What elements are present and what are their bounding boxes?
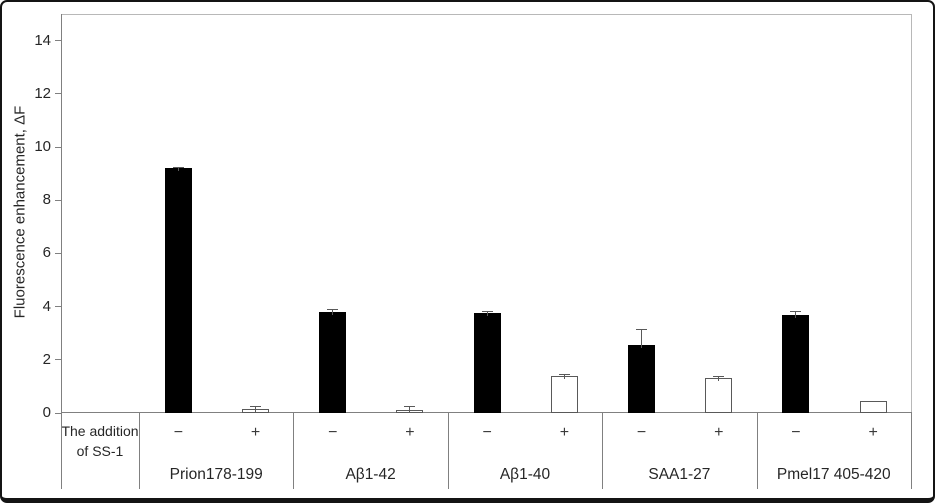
bar-Prion178-199-− (164, 168, 192, 413)
condition-label-Aβ1-42: − (328, 424, 338, 441)
condition-label-Prion178-199: − (173, 424, 184, 441)
error-bar-line (409, 405, 411, 414)
error-bar-cap (250, 406, 262, 408)
condition-label-Pmel17 405-420: + (868, 424, 878, 441)
y-tick-label: 12 (34, 84, 51, 102)
y-tick-label: 10 (34, 138, 51, 155)
error-bar-line (718, 375, 720, 382)
condition-label-Aβ1-40: − (482, 424, 492, 441)
y-axis-tick (55, 306, 61, 308)
plot-area: 0 2 4 6 8 10 12 14 (34, 14, 912, 421)
y-tick-label: 2 (42, 350, 51, 368)
table-divider-line (61, 413, 62, 489)
condition-row-header: The addition of SS-1 (61, 423, 139, 459)
error-bar-cap (481, 310, 493, 312)
y-axis-tick (55, 252, 61, 254)
condition-label-Prion178-199: + (250, 424, 261, 441)
y-tick-label: 4 (42, 297, 51, 315)
error-bar-line (255, 406, 257, 412)
bar-SAA1-27-− (628, 345, 656, 413)
group-label-SAA1-27: SAA1-27 (648, 466, 711, 483)
condition-label-Aβ1-42: + (405, 424, 415, 441)
table-divider-line (293, 413, 295, 489)
group-label-Prion178-199: Prion178-199 (169, 466, 263, 483)
table-divider-line (139, 413, 140, 489)
group-label-Aβ1-40: Aβ1-40 (499, 466, 551, 483)
table-divider-line (911, 413, 912, 489)
y-tick-label: 14 (34, 31, 51, 49)
bar-Pmel17 405-420-− (782, 314, 810, 413)
error-bar-line (795, 311, 797, 318)
error-bar-line (332, 309, 334, 315)
error-bar-cap (790, 311, 802, 313)
y-axis-tick (55, 412, 61, 414)
y-tick-label: 0 (42, 404, 51, 421)
condition-label-Aβ1-40: + (559, 424, 570, 441)
table-divider-line (602, 413, 604, 489)
error-bar-cap (558, 373, 570, 375)
bar-SAA1-27-+ (705, 378, 733, 413)
condition-label-SAA1-27: − (636, 424, 647, 441)
error-bar-cap (404, 405, 416, 407)
error-bar-line (563, 373, 565, 379)
error-bar-cap (713, 375, 725, 377)
error-bar-cap (636, 329, 648, 331)
y-axis-tick (55, 359, 61, 361)
category-table: The addition of SS-1 − + Prion178-199 − + Aβ1… (61, 413, 912, 489)
error-bar-cap (172, 166, 184, 168)
bar-Aβ1-40-+ (550, 375, 578, 413)
y-tick-label: 8 (42, 191, 51, 209)
error-bar-line (641, 329, 643, 349)
y-axis-tick (55, 146, 61, 148)
table-divider-line (756, 413, 758, 489)
plot-border-right (911, 14, 912, 413)
table-divider-line (447, 413, 449, 489)
y-axis-tick (55, 40, 61, 42)
bar-Aβ1-40-− (473, 313, 501, 413)
condition-label-Pmel17 405-420: − (791, 424, 801, 441)
bar-Aβ1-42-− (319, 311, 347, 413)
error-bar-line (177, 166, 179, 172)
y-axis-tick (55, 199, 61, 201)
error-bar-cap (327, 309, 339, 311)
plot-border-top (61, 14, 912, 15)
group-label-Pmel17 405-420: Pmel17 405-420 (776, 466, 891, 483)
bar-Pmel17 405-420-+ (859, 401, 887, 413)
condition-label-SAA1-27: + (714, 424, 724, 441)
y-tick-label: 6 (42, 244, 51, 262)
error-bar-line (486, 310, 488, 317)
group-label-Aβ1-42: Aβ1-42 (345, 466, 396, 483)
y-axis-line (61, 14, 62, 413)
y-axis-tick (55, 93, 61, 95)
